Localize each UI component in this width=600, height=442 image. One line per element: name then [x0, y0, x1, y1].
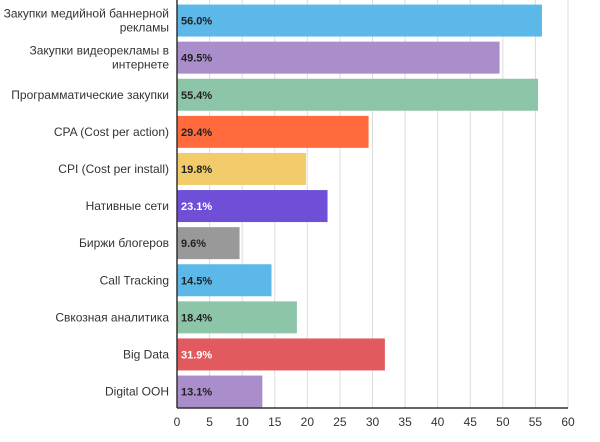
- x-tick-label: 40: [431, 415, 445, 429]
- bar: [177, 190, 328, 223]
- bar: [177, 227, 240, 260]
- bar: [177, 264, 272, 297]
- bar-value-label: 14.5%: [181, 275, 212, 287]
- bar: [177, 4, 542, 37]
- category-label: Нативные сети: [86, 199, 169, 213]
- x-tick-label: 5: [206, 415, 213, 429]
- category-label: Digital OOH: [105, 385, 169, 399]
- category-label: Закупки видеорекламы в интернете: [29, 44, 169, 72]
- category-label: Big Data: [123, 347, 169, 361]
- bar: [177, 41, 500, 74]
- x-tick-label: 0: [174, 415, 181, 429]
- x-tick-label: 35: [398, 415, 412, 429]
- bar-value-label: 29.4%: [181, 127, 212, 139]
- bar-value-label: 55.4%: [181, 90, 212, 102]
- x-tick-label: 20: [301, 415, 315, 429]
- bar-value-label: 13.1%: [181, 387, 212, 399]
- bar: [177, 301, 297, 334]
- bar-value-label: 9.6%: [181, 238, 206, 250]
- bar-value-label: 49.5%: [181, 53, 212, 65]
- bar-value-label: 23.1%: [181, 201, 212, 213]
- bar-value-label: 18.4%: [181, 312, 212, 324]
- bar-value-label: 31.9%: [181, 349, 212, 361]
- bar: [177, 78, 539, 111]
- category-label: CPI (Cost per install): [58, 162, 169, 176]
- category-label: CPA (Cost per action): [54, 125, 169, 139]
- x-tick-label: 50: [496, 415, 510, 429]
- x-tick-label: 15: [268, 415, 282, 429]
- bar: [177, 338, 385, 371]
- category-label: Программатические закупки: [11, 88, 169, 102]
- category-label: Биржи блогеров: [79, 236, 169, 250]
- bar: [177, 152, 307, 185]
- category-label: Свкозная аналитика: [55, 310, 169, 324]
- x-tick-label: 55: [529, 415, 543, 429]
- bar-value-label: 19.8%: [181, 164, 212, 176]
- x-tick-label: 45: [464, 415, 478, 429]
- x-tick-label: 25: [333, 415, 347, 429]
- x-tick-label: 30: [366, 415, 380, 429]
- x-tick-label: 10: [235, 415, 249, 429]
- x-tick-label: 60: [561, 415, 575, 429]
- category-label: Закупки медийной баннерной рекламы: [4, 7, 169, 35]
- category-label: Call Tracking: [100, 273, 169, 287]
- bar-value-label: 56.0%: [181, 16, 212, 28]
- bar: [177, 115, 369, 148]
- bar: [177, 375, 263, 408]
